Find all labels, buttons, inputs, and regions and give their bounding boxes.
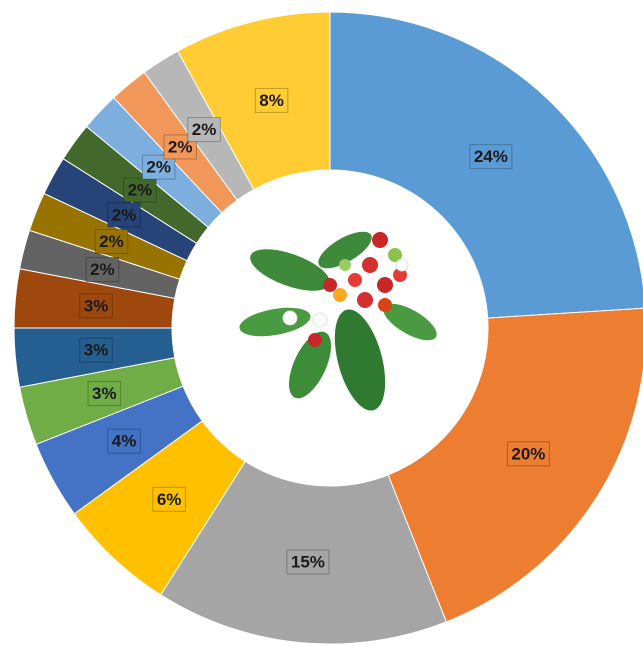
data-label: 2% xyxy=(128,180,153,199)
center-illustration xyxy=(239,231,437,411)
data-label-box xyxy=(141,154,176,180)
data-label-box xyxy=(152,486,186,512)
data-label: 2% xyxy=(99,232,124,251)
data-label: 2% xyxy=(192,120,217,139)
data-label-box xyxy=(107,202,141,228)
data-label-box xyxy=(85,257,120,283)
data-label: 3% xyxy=(84,296,109,315)
data-label-box xyxy=(123,177,157,203)
data-label-box xyxy=(187,117,221,143)
data-label: 8% xyxy=(259,91,284,110)
data-label-box xyxy=(87,381,122,407)
data-label-box xyxy=(254,87,289,113)
data-label-box xyxy=(79,293,113,319)
data-label: 2% xyxy=(168,137,193,156)
data-label: 2% xyxy=(112,205,137,224)
data-label: 20% xyxy=(511,444,545,463)
data-label-box xyxy=(79,337,113,363)
donut-segment xyxy=(177,11,331,191)
data-label: 2% xyxy=(146,158,171,177)
data-label-box xyxy=(107,428,141,454)
data-label: 2% xyxy=(90,260,115,279)
data-label-box xyxy=(286,549,330,575)
data-label-box xyxy=(469,144,513,170)
data-label-box xyxy=(94,228,129,254)
data-label-box xyxy=(506,441,550,467)
data-label: 3% xyxy=(84,341,109,360)
data-label: 15% xyxy=(291,552,325,571)
data-label: 4% xyxy=(112,432,137,451)
data-label: 3% xyxy=(92,384,117,403)
data-label: 6% xyxy=(157,490,182,509)
data-label: 24% xyxy=(474,147,508,166)
